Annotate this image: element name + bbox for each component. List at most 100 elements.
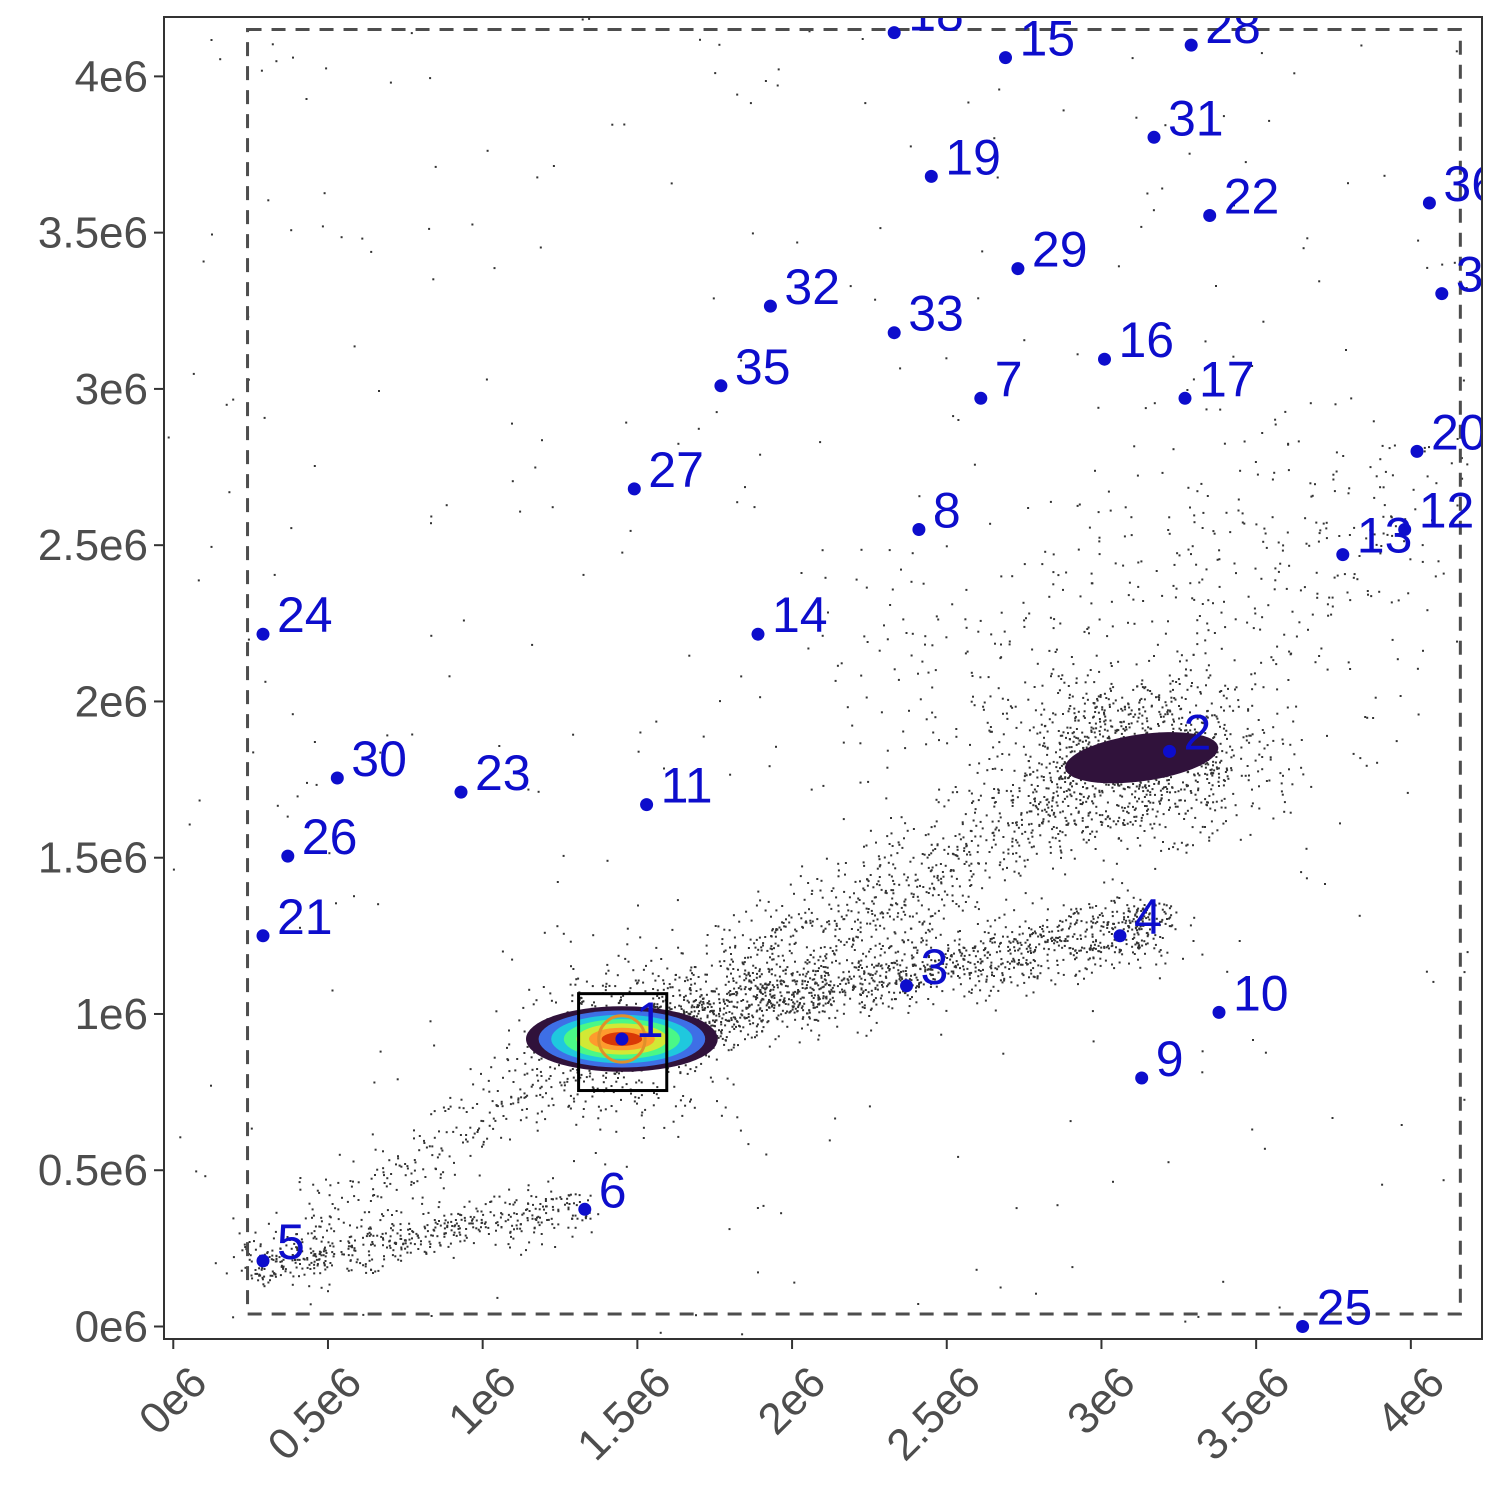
background-event bbox=[1125, 726, 1127, 728]
background-event bbox=[748, 1004, 750, 1006]
background-event bbox=[756, 973, 758, 975]
background-event bbox=[992, 821, 994, 823]
background-event bbox=[867, 911, 869, 913]
background-event bbox=[936, 877, 938, 879]
background-event bbox=[750, 939, 752, 941]
background-event bbox=[927, 857, 929, 859]
background-event bbox=[369, 1232, 371, 1234]
background-event bbox=[591, 1004, 593, 1006]
background-event bbox=[1168, 516, 1170, 518]
background-event bbox=[897, 912, 899, 914]
background-event bbox=[1223, 710, 1225, 712]
background-event bbox=[1051, 809, 1053, 811]
background-event bbox=[804, 980, 806, 982]
background-event bbox=[624, 958, 626, 960]
background-event bbox=[570, 1070, 572, 1072]
background-event bbox=[1300, 871, 1302, 873]
background-event bbox=[1200, 483, 1202, 485]
background-event bbox=[1105, 719, 1107, 721]
background-event bbox=[524, 1097, 526, 1099]
background-event bbox=[477, 1210, 479, 1212]
background-event bbox=[967, 961, 969, 963]
background-event bbox=[929, 888, 931, 890]
background-event bbox=[930, 915, 932, 917]
background-event bbox=[706, 974, 708, 976]
background-event bbox=[368, 1250, 370, 1252]
background-event bbox=[892, 880, 894, 882]
background-event bbox=[410, 1242, 412, 1244]
background-event bbox=[346, 1268, 348, 1270]
background-event bbox=[858, 966, 860, 968]
background-event bbox=[505, 1220, 507, 1222]
background-event bbox=[1139, 825, 1141, 827]
background-event bbox=[1137, 475, 1139, 477]
background-event bbox=[696, 1015, 698, 1017]
background-event bbox=[526, 1117, 528, 1119]
background-event bbox=[1073, 933, 1075, 935]
background-event bbox=[764, 992, 766, 994]
background-event bbox=[1029, 729, 1031, 731]
background-event bbox=[759, 899, 761, 901]
background-event bbox=[617, 1077, 619, 1079]
background-event bbox=[353, 1161, 355, 1163]
background-event bbox=[1318, 541, 1320, 543]
background-event bbox=[1260, 578, 1262, 580]
background-event bbox=[354, 1247, 356, 1249]
background-event bbox=[1090, 669, 1092, 671]
background-event bbox=[1240, 758, 1242, 760]
background-event bbox=[614, 1073, 616, 1075]
background-event bbox=[993, 937, 995, 939]
background-event bbox=[886, 835, 888, 837]
background-event bbox=[1126, 904, 1128, 906]
background-event bbox=[1075, 716, 1077, 718]
background-event bbox=[437, 1156, 439, 1158]
background-event bbox=[468, 1223, 470, 1225]
background-event bbox=[423, 1140, 425, 1142]
background-event bbox=[1291, 783, 1293, 785]
background-event bbox=[244, 1244, 246, 1246]
background-event bbox=[891, 1007, 893, 1009]
background-event bbox=[827, 972, 829, 974]
background-event bbox=[1212, 832, 1214, 834]
background-event bbox=[844, 874, 846, 876]
background-event bbox=[1226, 769, 1228, 771]
background-event bbox=[1032, 902, 1034, 904]
background-event bbox=[952, 885, 954, 887]
background-event bbox=[1227, 775, 1229, 777]
background-event bbox=[1077, 737, 1079, 739]
background-event bbox=[1307, 629, 1309, 631]
background-event bbox=[937, 875, 939, 877]
background-event bbox=[1304, 586, 1306, 588]
background-event bbox=[1059, 749, 1061, 751]
background-event bbox=[1165, 826, 1167, 828]
background-event bbox=[1062, 589, 1064, 591]
background-event bbox=[952, 894, 954, 896]
background-event bbox=[1315, 522, 1317, 524]
background-event bbox=[537, 1130, 539, 1132]
background-event bbox=[383, 1174, 385, 1176]
background-event bbox=[439, 1153, 441, 1155]
background-event bbox=[982, 960, 984, 962]
background-event bbox=[870, 830, 872, 832]
background-event bbox=[570, 1095, 572, 1097]
background-event bbox=[857, 929, 859, 931]
background-event bbox=[711, 1006, 713, 1008]
background-event bbox=[1044, 725, 1046, 727]
background-event bbox=[1112, 702, 1114, 704]
background-event bbox=[1114, 784, 1116, 786]
background-event bbox=[944, 891, 946, 893]
background-event bbox=[788, 922, 790, 924]
background-event bbox=[770, 916, 772, 918]
background-event bbox=[1035, 709, 1037, 711]
background-event bbox=[836, 1010, 838, 1012]
background-event bbox=[1327, 615, 1329, 617]
background-event bbox=[787, 985, 789, 987]
background-event bbox=[780, 983, 782, 985]
background-event bbox=[977, 631, 979, 633]
background-event bbox=[1133, 716, 1135, 718]
background-event bbox=[529, 1210, 531, 1212]
background-event bbox=[913, 828, 915, 830]
background-event bbox=[1185, 845, 1187, 847]
background-event bbox=[464, 1220, 466, 1222]
background-event bbox=[643, 1137, 645, 1139]
